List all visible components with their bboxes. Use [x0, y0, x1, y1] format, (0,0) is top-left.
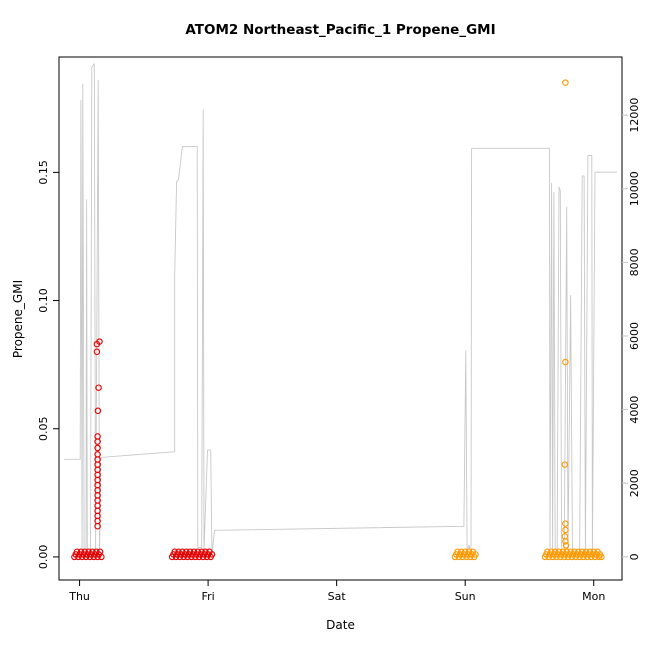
data-point-obs_sun_mon — [562, 358, 569, 366]
data-point-obs_sun_mon — [598, 553, 605, 561]
y-axis-label: Propene_GMI — [11, 279, 25, 359]
x-tick-label: Mon — [582, 590, 605, 603]
x-axis-label: Date — [326, 618, 355, 632]
y-right-tick-label: 2000 — [628, 469, 641, 497]
data-point-obs_thu_fri — [208, 551, 216, 558]
y-right-tick-label: 8000 — [628, 248, 641, 276]
y-left-tick-label: 0.05 — [37, 416, 50, 441]
data-point-obs_thu_fri — [95, 384, 102, 391]
data-point-obs_thu_fri — [93, 348, 101, 356]
series-line-model_trace — [64, 63, 617, 556]
y-right-tick-label: 6000 — [628, 322, 641, 350]
y-left-tick-label: 0.15 — [37, 160, 50, 185]
x-tick-label: Thu — [68, 590, 90, 603]
y-right-tick-label: 10000 — [628, 171, 641, 206]
data-point-obs_sun_mon — [561, 461, 569, 468]
x-tick-label: Sat — [328, 590, 347, 603]
data-point-obs_thu_fri — [94, 407, 102, 415]
data-point-obs_sun_mon — [562, 542, 570, 549]
data-point-obs_sun_mon — [472, 551, 479, 558]
data-point-obs_thu_fri — [96, 338, 103, 345]
y-left-tick-label: 0.10 — [37, 288, 50, 313]
data-point-obs_thu_fri — [94, 444, 101, 452]
y-left-tick-label: 0.00 — [37, 545, 50, 570]
data-point-obs_sun_mon — [562, 79, 569, 86]
data-point-obs_sun_mon — [562, 520, 569, 527]
x-tick-label: Fri — [202, 590, 215, 603]
y-right-tick-label: 12000 — [628, 98, 641, 133]
plot-border — [58, 56, 623, 581]
data-point-obs_thu_fri — [98, 553, 105, 561]
y-right-tick-label: 4000 — [628, 396, 641, 424]
data-point-obs_sun_mon — [562, 526, 569, 534]
x-tick-label: Sun — [455, 590, 476, 603]
data-point-obs_thu_fri — [94, 451, 101, 458]
data-point-obs_sun_mon — [561, 533, 569, 540]
data-point-obs_sun_mon — [562, 538, 569, 545]
y-right-tick-label: 0 — [628, 553, 641, 560]
chart-title: ATOM2 Northeast_Pacific_1 Propene_GMI — [185, 22, 496, 38]
data-point-obs_thu_fri — [94, 433, 101, 440]
